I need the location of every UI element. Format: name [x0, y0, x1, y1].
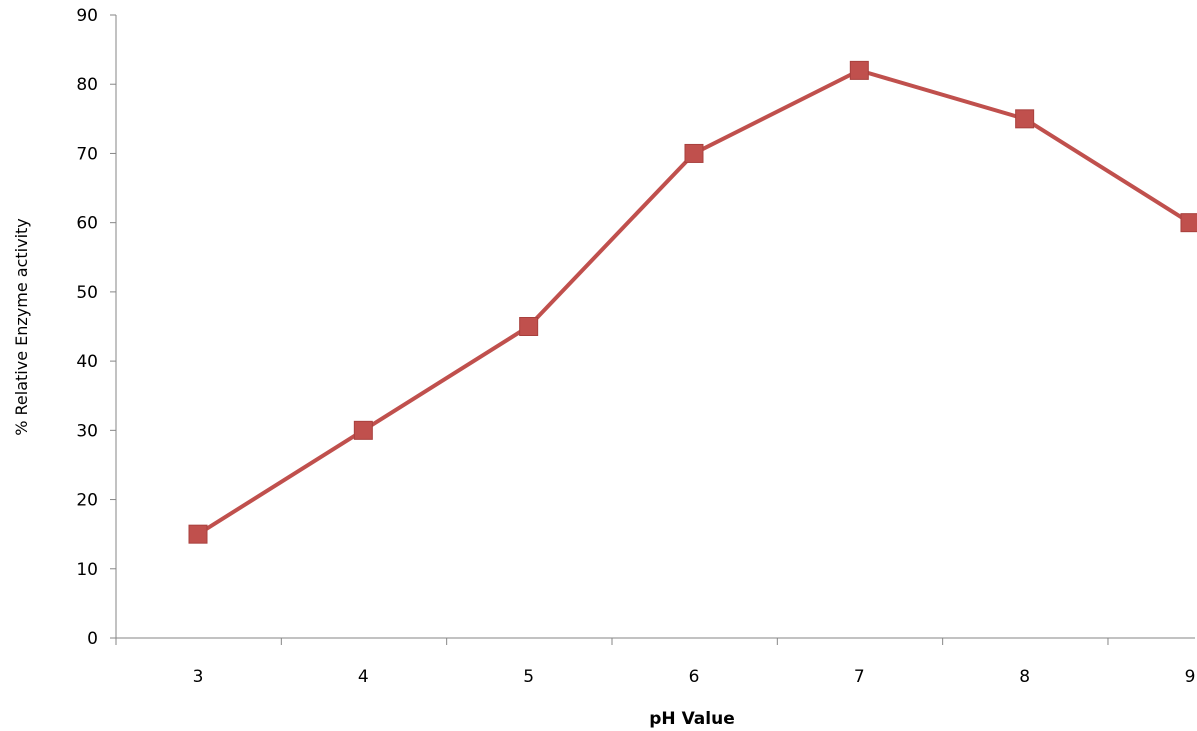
y-axis-title: % Relative Enzyme activity: [12, 218, 31, 436]
x-tick-label: 6: [689, 667, 700, 687]
y-tick-label: 50: [76, 283, 98, 303]
y-tick-label: 60: [76, 214, 98, 234]
data-point-marker: [1180, 213, 1197, 233]
y-tick-label: 90: [76, 6, 98, 26]
y-tick-label: 70: [76, 144, 98, 164]
x-tick-label: 4: [358, 667, 369, 687]
y-tick-label: 10: [76, 560, 98, 580]
y-tick-label: 0: [87, 629, 98, 649]
data-point-marker: [519, 317, 539, 336]
y-tick-label: 30: [76, 421, 98, 441]
y-tick-label: 20: [76, 491, 98, 511]
y-axis: 0 10 20 30 40 50 60 70 80 90: [76, 6, 117, 649]
data-point-marker: [849, 60, 869, 80]
data-point-marker: [353, 420, 373, 440]
x-tick-label: 3: [193, 667, 204, 687]
data-point-marker: [1015, 109, 1035, 129]
data-point-marker: [684, 143, 704, 163]
series-group: [188, 60, 1197, 544]
x-tick-label: 8: [1019, 667, 1030, 687]
x-tick-label: 5: [523, 667, 534, 687]
x-tick-label: 9: [1185, 667, 1196, 687]
x-tick-label: 7: [854, 667, 865, 687]
data-point-marker: [188, 524, 208, 544]
y-tick-label: 40: [76, 352, 98, 372]
x-axis-title: pH Value: [649, 709, 734, 729]
x-axis: 3 4 5 6 7 8 9: [115, 637, 1196, 687]
y-tick-label: 80: [76, 75, 98, 95]
series-line: [196, 68, 1192, 536]
